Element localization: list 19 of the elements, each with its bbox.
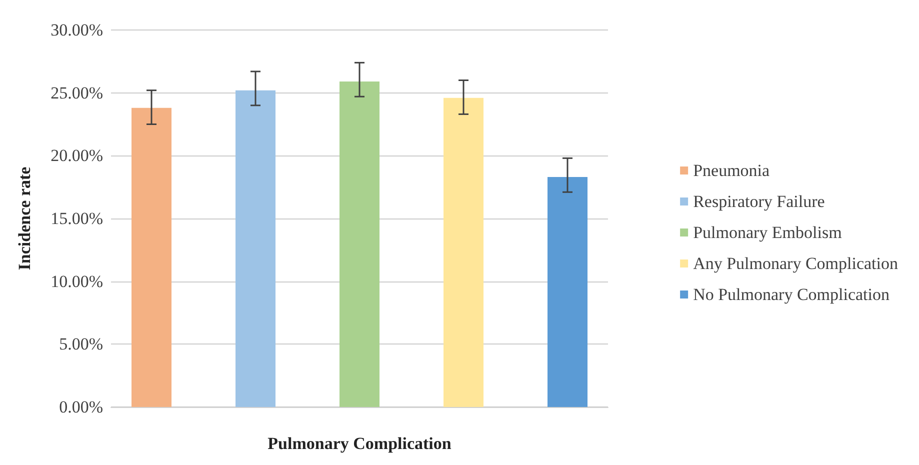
y-tick-label: 0.00%	[59, 398, 103, 416]
y-axis-title: Incidence rate	[15, 166, 34, 270]
y-tick-label: 10.00%	[50, 272, 103, 291]
y-tick-label: 15.00%	[50, 209, 103, 228]
legend-label: Pneumonia	[693, 161, 770, 180]
bar	[340, 82, 380, 407]
bar	[132, 108, 172, 407]
y-tick-label: 25.00%	[50, 83, 103, 102]
y-tick-label: 30.00%	[50, 20, 103, 40]
legend-label: Pulmonary Embolism	[693, 223, 842, 242]
legend-label: Any Pulmonary Complication	[693, 254, 898, 273]
bar	[548, 177, 588, 407]
y-tick-label: 20.00%	[50, 146, 103, 166]
bar	[444, 98, 484, 407]
legend-label: No Pulmonary Complication	[693, 285, 890, 304]
y-tick-label: 5.00%	[59, 334, 103, 354]
legend-label: Respiratory Failure	[693, 192, 825, 211]
x-axis-title: Pulmonary Complication	[268, 434, 452, 453]
bar	[236, 90, 276, 407]
